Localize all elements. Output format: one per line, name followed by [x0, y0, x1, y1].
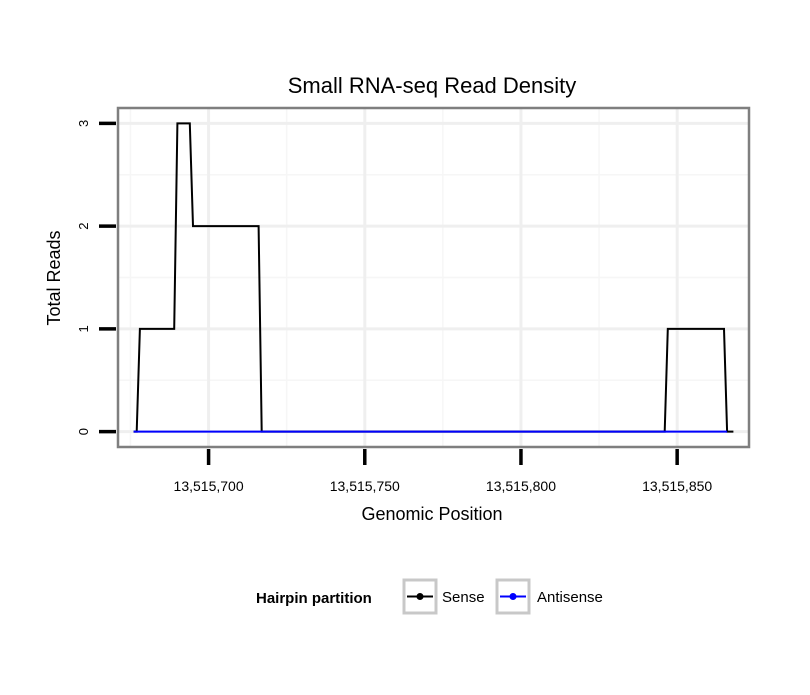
- legend-key-point: [509, 593, 517, 600]
- y-tick-label: 0: [76, 428, 91, 435]
- legend: Hairpin partition Sense Antisense: [256, 578, 603, 615]
- legend-title: Hairpin partition: [256, 590, 372, 607]
- series-line-sense: [133, 122, 734, 433]
- x-tick-label: 13,515,700: [174, 478, 244, 494]
- y-axis: 0 1 2 3: [76, 120, 116, 435]
- x-tick-label: 13,515,800: [486, 478, 556, 494]
- legend-entries: Sense Antisense: [402, 578, 603, 615]
- chart-title: Small RNA-seq Read Density: [288, 73, 577, 98]
- series-layer: [133, 122, 734, 433]
- y-tick-label: 2: [76, 223, 91, 230]
- y-axis-label: Total Reads: [44, 230, 64, 325]
- x-axis: 13,515,700 13,515,750 13,515,800 13,515,850: [174, 449, 712, 494]
- y-tick-label: 1: [76, 325, 91, 332]
- x-tick-label: 13,515,850: [642, 478, 712, 494]
- x-tick-label: 13,515,750: [330, 478, 400, 494]
- legend-label-sense: Sense: [442, 589, 485, 606]
- grid-lines: [118, 108, 749, 447]
- y-tick-label: 3: [76, 120, 91, 127]
- plot-frame: [116, 106, 751, 449]
- plot-border: [116, 106, 751, 449]
- legend-key-point: [416, 593, 424, 600]
- legend-label-antisense: Antisense: [537, 589, 603, 606]
- x-axis-label: Genomic Position: [361, 504, 502, 524]
